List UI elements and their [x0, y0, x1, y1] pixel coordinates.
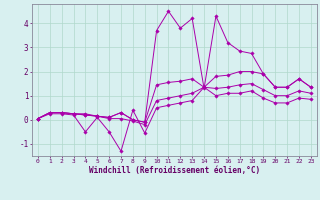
X-axis label: Windchill (Refroidissement éolien,°C): Windchill (Refroidissement éolien,°C)	[89, 166, 260, 175]
